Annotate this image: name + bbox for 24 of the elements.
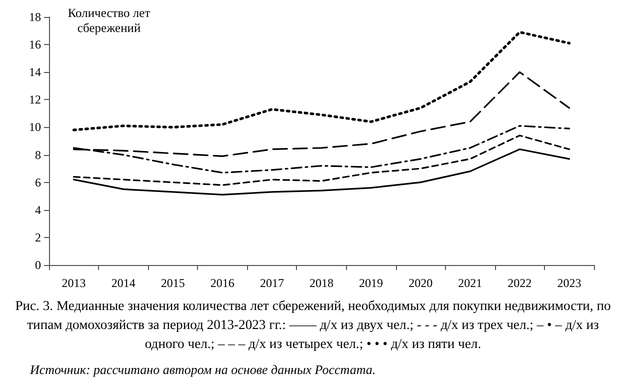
x-tick-label: 2018 xyxy=(310,276,334,290)
y-tick-label: 16 xyxy=(29,38,41,52)
x-tick-label: 2014 xyxy=(111,276,136,290)
x-tick-label: 2013 xyxy=(62,276,86,290)
y-tick-label: 10 xyxy=(29,120,41,134)
x-tick-label: 2021 xyxy=(458,276,482,290)
x-tick-label: 2017 xyxy=(260,276,284,290)
x-tick-label: 2020 xyxy=(408,276,433,290)
y-tick-label: 8 xyxy=(35,148,41,162)
x-tick-label: 2023 xyxy=(557,276,582,290)
y-tick-label: 14 xyxy=(29,65,41,80)
text: Рис. 3. Медианные значения количества лет сбережений, необходимых для покупки недвижимости, по типам домохозяйств за период 2013-2023 гг.: —— д/х из двух чел.; - - - д/х из трех чел.; – • – д/х из одного чел.; – – – д/х из четырех чел.; • • • д/х из пяти чел. xyxy=(14,297,612,353)
y-tick-label: 4 xyxy=(35,202,41,217)
y-tick-label: 0 xyxy=(35,258,41,272)
y-tick-label: 2 xyxy=(35,230,41,244)
text: Источник: рассчитано автором на основе данных Росстата. xyxy=(30,362,376,378)
x-tick-label: 2015 xyxy=(160,276,185,290)
x-tick-label: 2019 xyxy=(359,276,384,290)
y-tick-label: 6 xyxy=(35,175,41,190)
y-tick-label: 18 xyxy=(29,10,41,24)
y-axis-title: Количество лет сбережений xyxy=(66,6,152,36)
y-tick-label: 12 xyxy=(29,92,41,107)
x-tick-label: 2016 xyxy=(210,276,234,290)
x-tick-label: 2022 xyxy=(508,276,532,290)
